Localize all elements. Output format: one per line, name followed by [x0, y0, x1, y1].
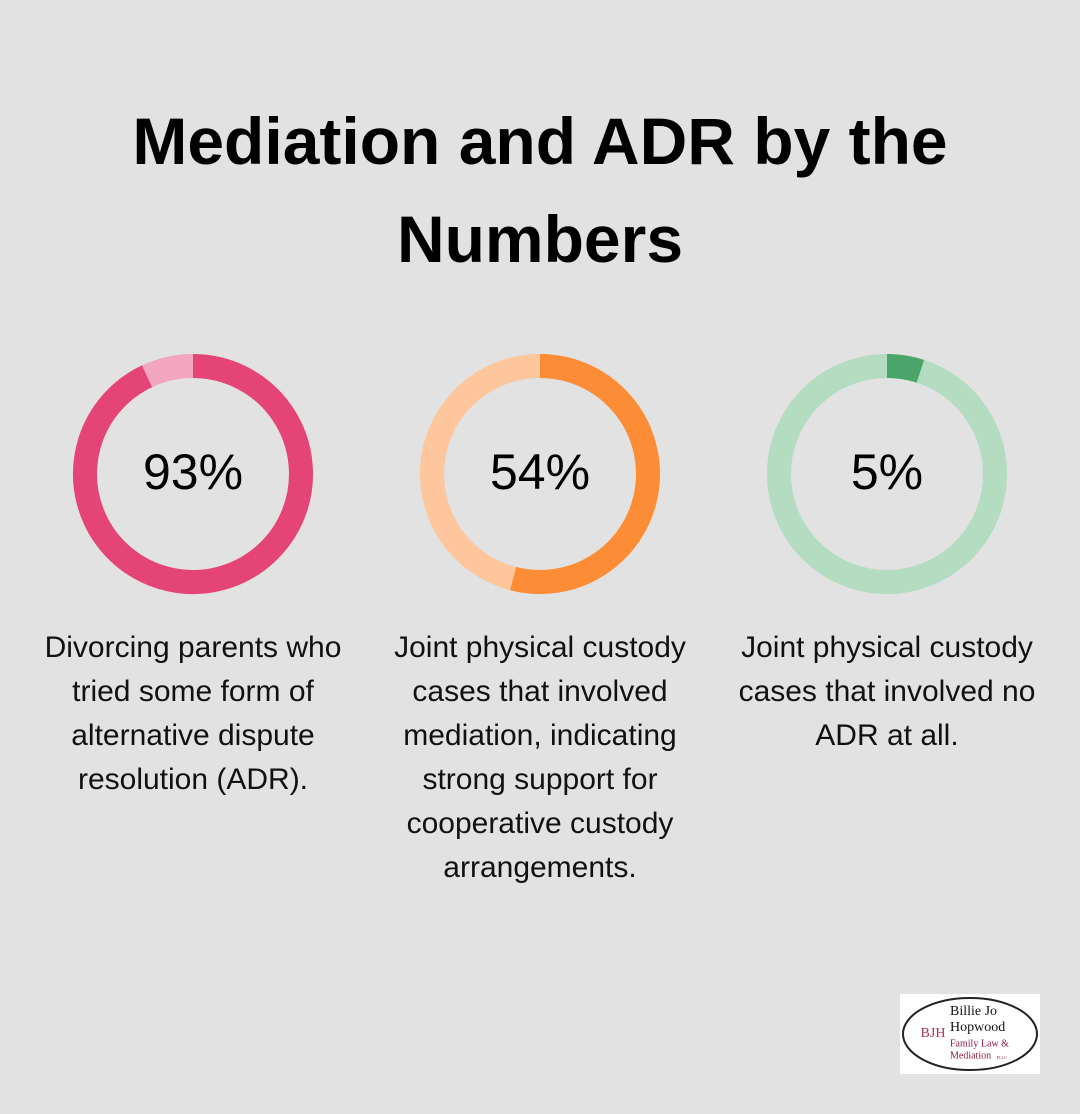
logo-text: Hopwood — [950, 1020, 1005, 1035]
logo-text: Billie Jo — [950, 1004, 997, 1019]
logo-text: PLLC — [997, 1055, 1007, 1060]
caption: Joint physical custody cases that involv… — [394, 631, 686, 884]
value-label: 93% — [143, 444, 243, 500]
logo-text: Mediation — [950, 1050, 991, 1061]
logo: BJH Billie Jo Hopwood Family Law & Media… — [900, 994, 1040, 1074]
logo-ring — [902, 997, 1038, 1071]
title: Mediation and ADR by the Numbers — [132, 104, 948, 276]
caption: Divorcing parents who tried some form of… — [44, 631, 342, 796]
value-label: 54% — [490, 444, 590, 500]
logo-text: Family Law & — [950, 1038, 1009, 1049]
donut-arc — [886, 354, 925, 383]
donut-charts: 93% 54% 5% — [73, 354, 1007, 594]
logo-initials: BJH — [921, 1026, 946, 1041]
donut-arc — [510, 354, 660, 594]
caption: Joint physical custody cases that involv… — [738, 631, 1036, 752]
value-label: 5% — [851, 444, 923, 500]
donut-arc — [73, 354, 313, 594]
